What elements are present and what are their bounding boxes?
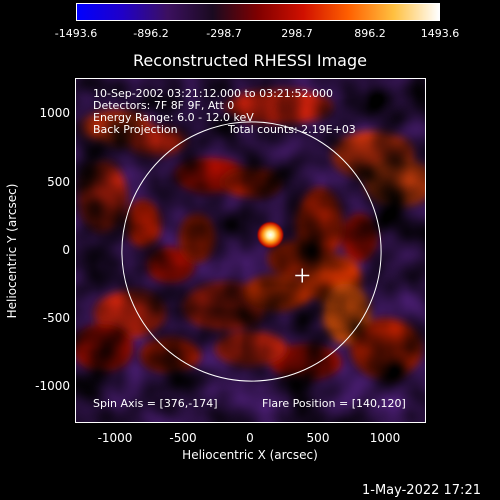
spin-axis-marker — [295, 268, 310, 283]
info-energy-range: Energy Range: 6.0 - 12.0 keV — [93, 111, 254, 124]
colorbar-label-2: -896.2 — [133, 27, 169, 40]
colorbar-label-max: 1493.6 — [420, 27, 460, 40]
y-tick-neg500: -500 — [42, 311, 70, 325]
info-flare-position: Flare Position = [140,120] — [262, 397, 406, 410]
timestamp: 1-May-2022 17:21 — [362, 483, 481, 498]
x-tick-neg500: -500 — [169, 431, 197, 445]
colorbar-label-3: -298.7 — [206, 27, 242, 40]
y-tick-1000: 1000 — [39, 106, 70, 120]
colorbar — [76, 3, 440, 21]
x-axis-label: Heliocentric X (arcsec) — [182, 448, 318, 462]
x-tick-0: 0 — [246, 431, 254, 445]
x-tick-500: 500 — [306, 431, 330, 445]
x-tick-neg1000: -1000 — [97, 431, 133, 445]
x-tick-1000: 1000 — [369, 431, 401, 445]
y-axis-label: Heliocentric Y (arcsec) — [5, 183, 19, 319]
flare-source — [256, 220, 285, 249]
info-detectors: Detectors: 7F 8F 9F, Att 0 — [93, 99, 235, 112]
rhessi-image — [75, 78, 426, 423]
info-total-counts: Total counts: 2.19E+03 — [228, 123, 356, 136]
y-tick-500: 500 — [47, 175, 70, 189]
rhessi-image-svg — [76, 79, 425, 422]
solar-limb-circle — [121, 121, 382, 382]
info-time-range: 10-Sep-2002 03:21:12.000 to 03:21:52.000 — [93, 87, 333, 100]
colorbar-label-5: 896.2 — [354, 27, 386, 40]
y-tick-neg1000: -1000 — [35, 379, 70, 393]
colorbar-label-min: -1493.6 — [54, 27, 98, 40]
y-tick-0: 0 — [62, 243, 70, 257]
colorbar-label-4: 298.7 — [281, 27, 313, 40]
info-method: Back Projection — [93, 123, 178, 136]
image-mottle — [76, 79, 425, 422]
plot-title: Reconstructed RHESSI Image — [133, 51, 367, 70]
info-spin-axis: Spin Axis = [376,-174] — [93, 397, 218, 410]
